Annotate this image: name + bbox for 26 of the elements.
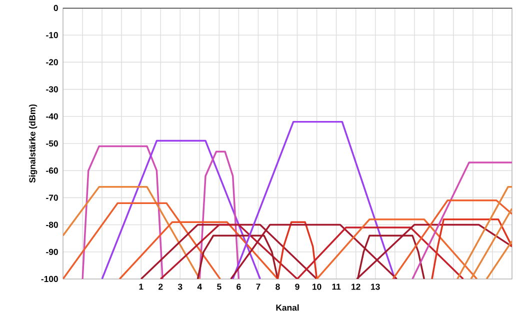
x-tick-label: 11 — [332, 284, 341, 290]
y-tick-label: -30 — [46, 86, 58, 92]
x-tick-label: 1 — [139, 284, 144, 290]
x-tick-label: 8 — [276, 284, 280, 290]
x-tick-label: 6 — [236, 284, 241, 290]
x-tick-label: 12 — [352, 284, 360, 290]
x-tick-label: 13 — [371, 284, 380, 290]
x-tick-label: 2 — [158, 284, 163, 290]
x-axis-title: Kanal — [276, 304, 299, 311]
y-tick-label: -90 — [46, 248, 58, 255]
x-tick-label: 3 — [178, 284, 182, 290]
y-tick-label: -10 — [46, 32, 58, 38]
y-tick-label: -100 — [41, 276, 58, 282]
y-tick-label: -80 — [46, 222, 58, 228]
x-tick-label: 7 — [256, 284, 260, 290]
y-tick-label: -70 — [46, 194, 58, 201]
y-tick-label: 0 — [54, 4, 58, 12]
y-axis-title: Signalstärke (dBm) — [29, 104, 38, 183]
y-tick-label: -40 — [46, 113, 58, 120]
y-tick-label: -20 — [46, 59, 58, 66]
x-tick-label: 9 — [295, 284, 300, 290]
y-tick-label: -50 — [46, 140, 58, 147]
x-tick-label: 5 — [217, 284, 222, 290]
x-tick-label: 10 — [312, 284, 322, 290]
x-tick-label: 4 — [197, 284, 202, 290]
y-tick-label: -60 — [46, 168, 58, 174]
